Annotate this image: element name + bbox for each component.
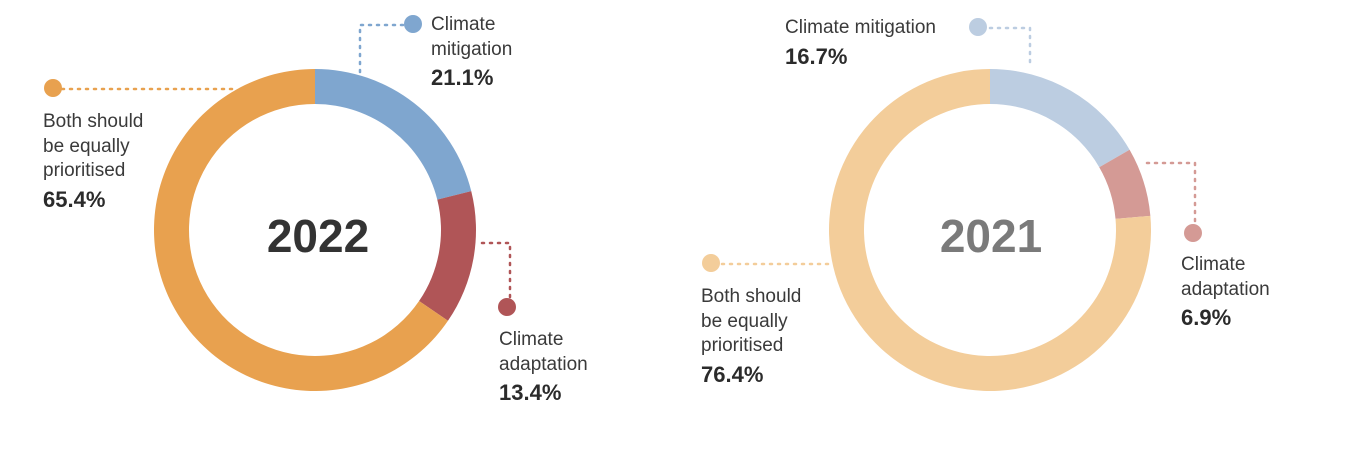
label-name: Both should [701,286,802,307]
leader-2021-both-dot [702,254,720,272]
label-value: 21.1% [431,65,494,90]
leader-2022-mitigation-line [358,23,406,74]
slice-2022-climate-adaptation [419,191,476,321]
label-name: Both should [43,111,144,132]
label-name: adaptation [499,353,588,375]
label-2022-mitigation: Climate mitigation 21.1% [431,13,512,91]
leader-2022-adaptation-line [480,241,512,300]
label-name: Climate [1181,254,1246,275]
label-name: Climate [431,14,496,35]
label-name: Climate [499,329,564,350]
leader-2022-both-dot [44,79,62,97]
label-name: mitigation [431,38,513,60]
label-value: 6.9% [1181,305,1232,330]
leader-2021-mitigation-line [988,26,1032,70]
label-name: prioritised [701,335,784,356]
center-label-2022: 2022 [267,210,369,262]
leader-2022-mitigation-dot [404,15,422,33]
donut-2022 [154,69,476,391]
leader-2022-adaptation-dot [498,298,516,316]
label-2021-mitigation: Climate mitigation 16.7% [785,16,936,69]
label-value: 65.4% [43,186,106,212]
center-label-2021: 2021 [940,210,1042,262]
leader-2021-adaptation-dot [1184,224,1202,242]
leader-2021-mitigation-dot [969,18,987,36]
slice-2021-climate-mitigation [990,69,1130,168]
label-2022-adaptation: Climate adaptation 13.4% [499,328,588,406]
label-name: adaptation [1181,278,1270,300]
slice-2022-climate-mitigation [315,69,472,200]
label-2022-both: Both should be equally prioritised 65.4% [43,110,143,212]
leader-lines [44,15,1202,316]
donut-2021 [829,69,1152,391]
label-value: 16.7% [785,43,848,69]
leader-2021-adaptation-line [1145,161,1197,227]
label-2021-adaptation: Climate adaptation 6.9% [1181,253,1270,331]
label-name: Climate mitigation [785,17,936,38]
slice-2021-climate-adaptation [1099,149,1151,219]
label-name: be equally [43,135,130,157]
label-name: be equally [701,310,788,332]
label-2021-both: Both should be equally prioritised 76.4% [701,285,801,387]
label-value: 76.4% [701,361,764,387]
label-name: prioritised [43,160,126,181]
label-value: 13.4% [499,380,562,405]
